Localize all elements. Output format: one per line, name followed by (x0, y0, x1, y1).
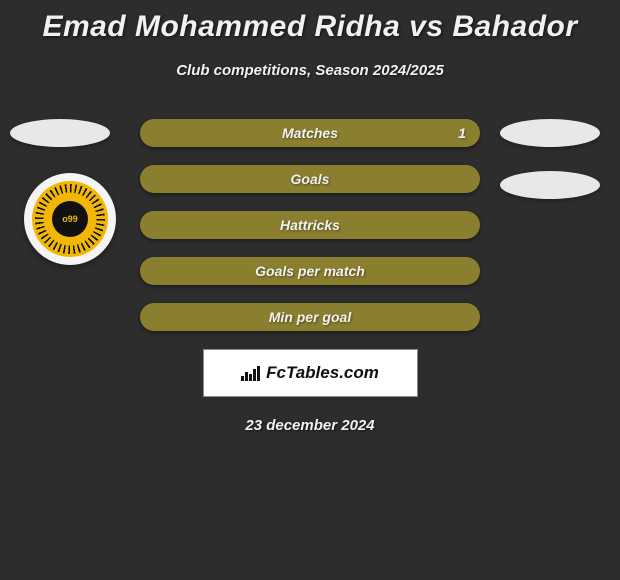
player-right-pill-1 (500, 119, 600, 147)
stat-label: Hattricks (280, 217, 340, 233)
player-left-pill-1 (10, 119, 110, 147)
stat-label: Goals per match (255, 263, 365, 279)
stat-pill-hattricks: Hattricks (140, 211, 480, 239)
stat-pill-mpg: Min per goal (140, 303, 480, 331)
branding-text: FcTables.com (266, 363, 379, 383)
club-badge: o99 (24, 173, 116, 265)
stat-label: Matches (282, 125, 338, 141)
footer-date: 23 december 2024 (0, 417, 620, 434)
stat-label: Goals (291, 171, 330, 187)
stat-pill-matches: Matches 1 (140, 119, 480, 147)
club-badge-core: o99 (52, 201, 88, 237)
page-subtitle: Club competitions, Season 2024/2025 (0, 62, 620, 79)
player-right-pill-2 (500, 171, 600, 199)
stat-row-gpm: Goals per match (0, 257, 620, 285)
stats-area: o99 Matches 1 Goals Hattricks Goals per … (0, 119, 620, 331)
page-title: Emad Mohammed Ridha vs Bahador (0, 0, 620, 44)
chart-icon (241, 365, 260, 381)
stat-row-mpg: Min per goal (0, 303, 620, 331)
club-badge-inner: o99 (32, 181, 108, 257)
stat-pill-goals: Goals (140, 165, 480, 193)
branding-box[interactable]: FcTables.com (203, 349, 418, 397)
stat-label: Min per goal (269, 309, 351, 325)
stat-pill-gpm: Goals per match (140, 257, 480, 285)
stat-value-right: 1 (458, 125, 466, 141)
